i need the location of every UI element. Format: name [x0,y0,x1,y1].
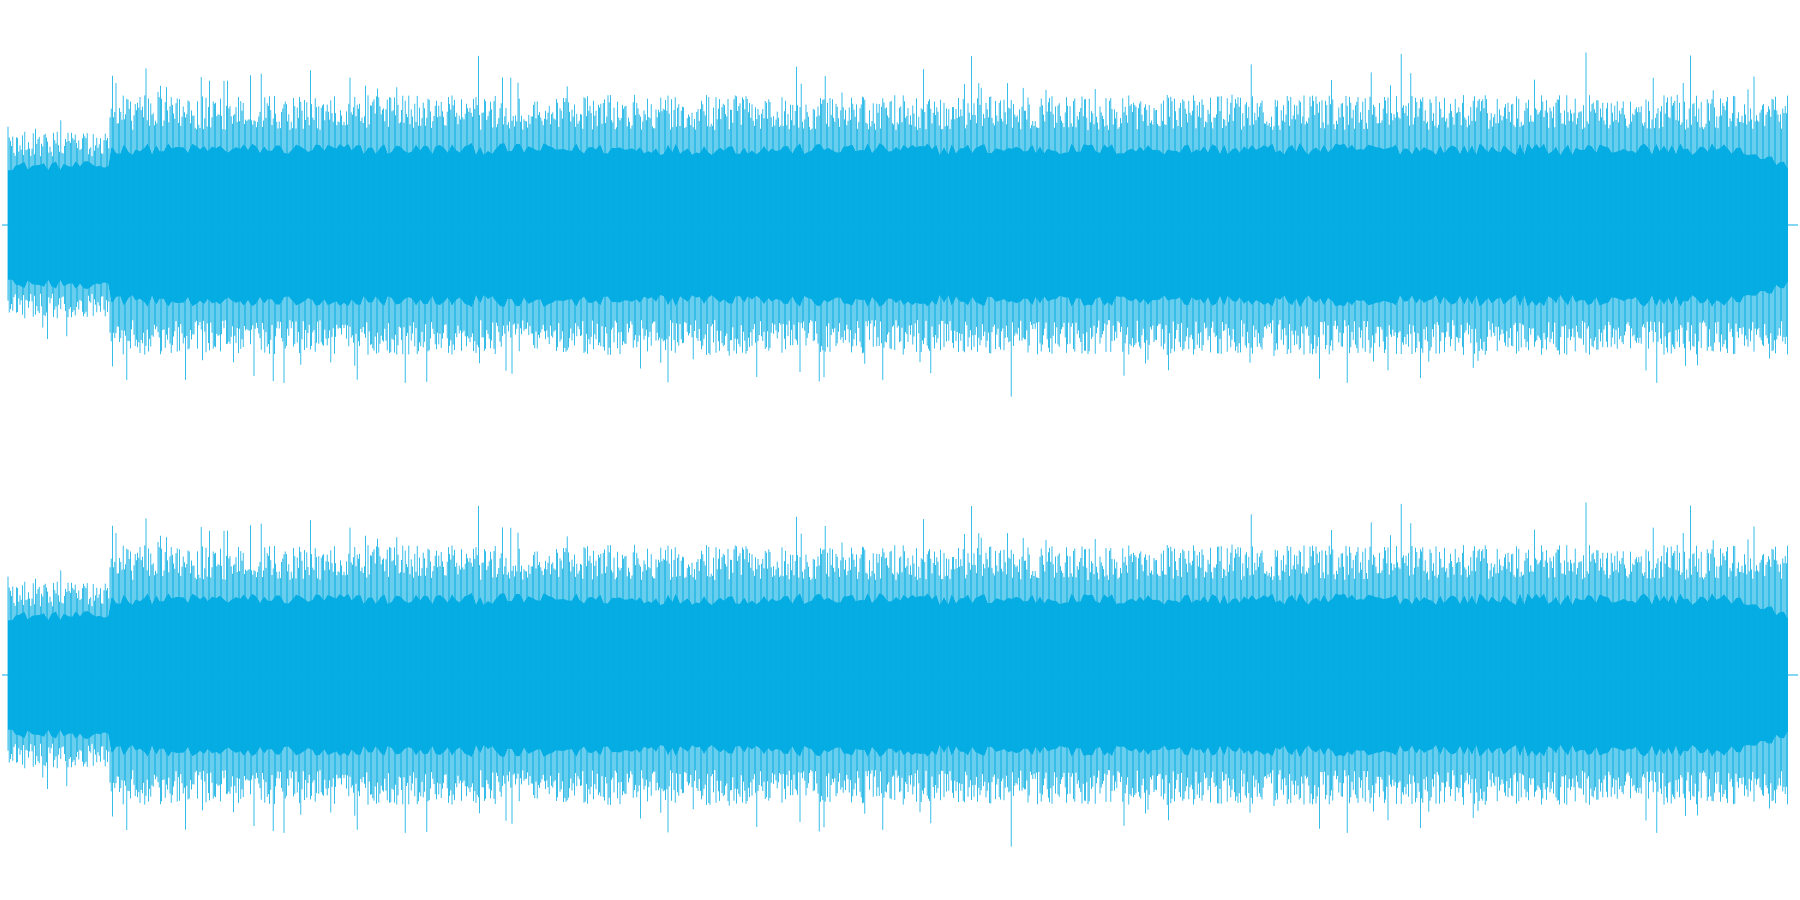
waveform-channel-left [0,30,1800,420]
waveform-channel-right [0,480,1800,870]
waveform-right-svg [2,502,1798,847]
waveform-left-svg [2,52,1798,397]
